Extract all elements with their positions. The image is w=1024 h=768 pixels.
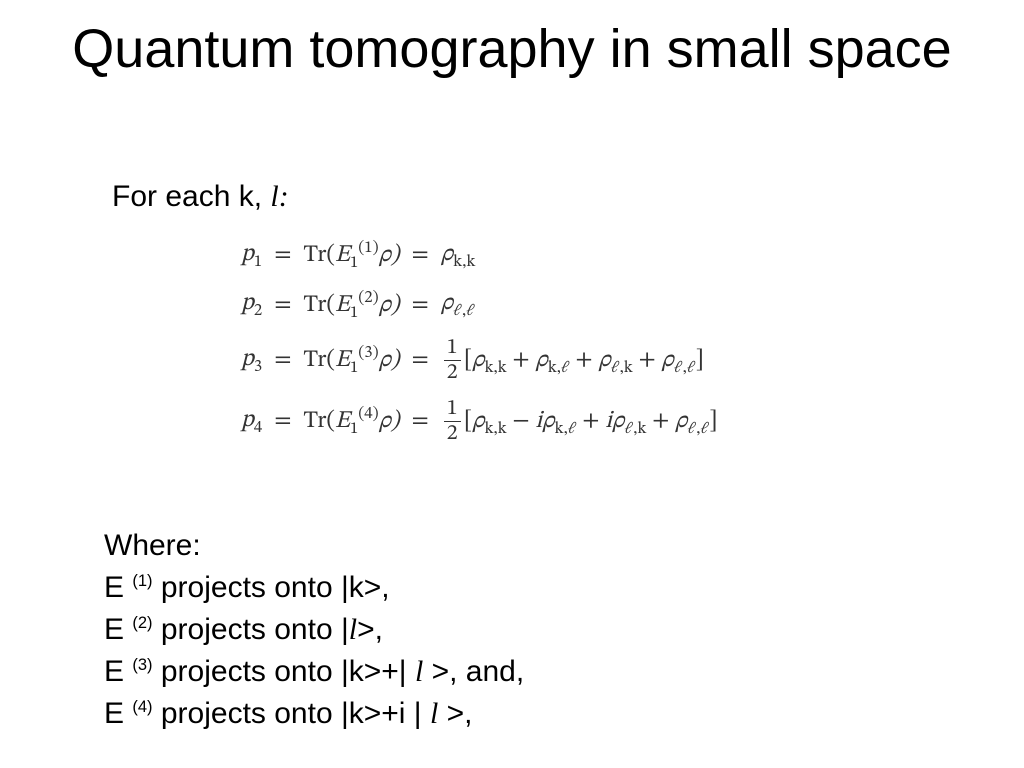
where-lines: E (1) projects onto |k>,E (2) projects o… [104,567,524,735]
eq-equals: = [406,330,435,391]
eq-operator: Tr(E1(1)ρ) [297,230,405,280]
intro-ell: l: [270,180,288,213]
where-block: Where: E (1) projects onto |k>,E (2) pro… [104,525,524,735]
eq-rhs: ρℓ,ℓ [435,280,724,330]
equation-row: p3=Tr(E1(3)ρ)=12[ρk,k + ρk,ℓ + ρℓ,k + ρℓ… [235,330,724,391]
eq-rhs: ρk,k [435,230,724,280]
slide-title: Quantum tomography in small space [0,0,1024,80]
eq-equals: = [268,391,297,452]
eq-equals: = [406,391,435,452]
where-line: E (1) projects onto |k>, [104,567,524,609]
slide: Quantum tomography in small space For ea… [0,0,1024,768]
eq-lhs: p3 [235,330,268,391]
eq-rhs: 12[ρk,k − iρk,ℓ + iρℓ,k + ρℓ,ℓ] [435,391,724,452]
equation-row: p4=Tr(E1(4)ρ)=12[ρk,k − iρk,ℓ + iρℓ,k + … [235,391,724,452]
equation-row: p1=Tr(E1(1)ρ)=ρk,k [235,230,724,280]
intro-prefix: For each k, [112,180,270,213]
intro-line: For each k, l: [112,180,289,214]
where-heading: Where: [104,525,524,567]
eq-equals: = [268,280,297,330]
eq-equals: = [406,230,435,280]
equations-table: p1=Tr(E1(1)ρ)=ρk,kp2=Tr(E1(2)ρ)=ρℓ,ℓp3=T… [235,230,724,452]
where-line: E (2) projects onto |l>, [104,609,524,651]
equation-row: p2=Tr(E1(2)ρ)=ρℓ,ℓ [235,280,724,330]
eq-rhs: 12[ρk,k + ρk,ℓ + ρℓ,k + ρℓ,ℓ] [435,330,724,391]
eq-lhs: p4 [235,391,268,452]
eq-equals: = [268,230,297,280]
equations-block: p1=Tr(E1(1)ρ)=ρk,kp2=Tr(E1(2)ρ)=ρℓ,ℓp3=T… [235,230,724,452]
eq-lhs: p1 [235,230,268,280]
where-line: E (4) projects onto |k>+i | l >, [104,693,524,735]
eq-operator: Tr(E1(2)ρ) [297,280,405,330]
eq-lhs: p2 [235,280,268,330]
eq-operator: Tr(E1(3)ρ) [297,330,405,391]
eq-operator: Tr(E1(4)ρ) [297,391,405,452]
where-line: E (3) projects onto |k>+| l >, and, [104,651,524,693]
eq-equals: = [268,330,297,391]
eq-equals: = [406,280,435,330]
